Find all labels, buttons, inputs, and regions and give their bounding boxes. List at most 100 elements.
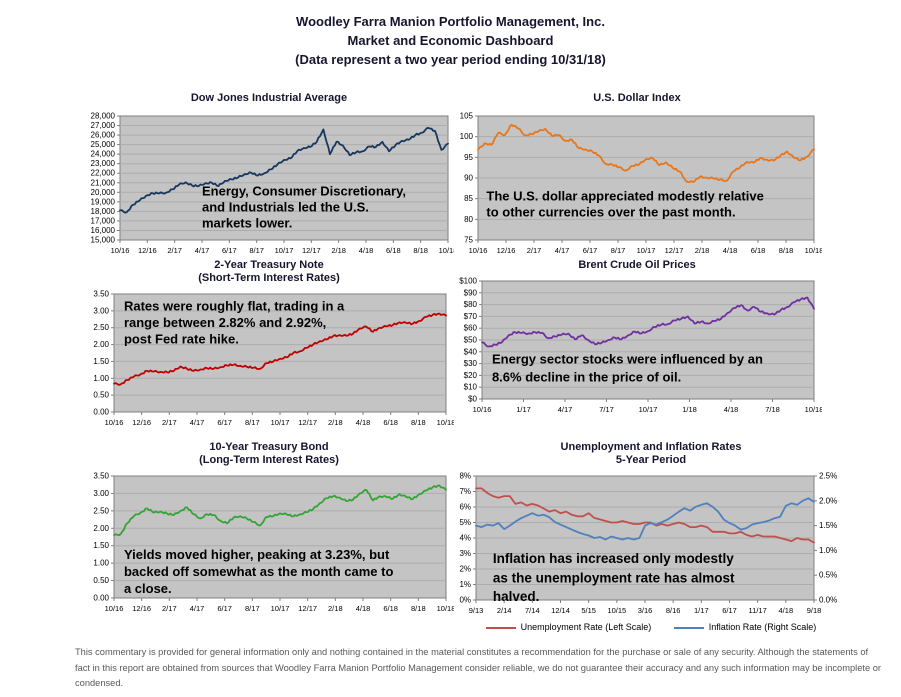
svg-text:7/17: 7/17 [599, 405, 614, 414]
svg-text:0.50: 0.50 [93, 391, 109, 400]
svg-text:105: 105 [460, 112, 474, 121]
svg-text:2.50: 2.50 [93, 323, 109, 332]
svg-text:7/18: 7/18 [765, 405, 780, 414]
svg-text:12/16: 12/16 [132, 604, 151, 613]
svg-text:18,000: 18,000 [91, 207, 116, 216]
svg-text:1/17: 1/17 [694, 606, 709, 615]
svg-text:10/15: 10/15 [607, 606, 626, 615]
svg-text:6%: 6% [459, 503, 471, 512]
report-period: (Data represent a two year period ending… [295, 52, 606, 67]
svg-text:6/17: 6/17 [217, 604, 232, 613]
chart-title: Unemployment and Inflation Rates [560, 441, 742, 453]
svg-text:8.6% decline in the price of o: 8.6% decline in the price of oil. [492, 369, 681, 384]
svg-text:6/17: 6/17 [583, 246, 598, 255]
svg-text:1.0%: 1.0% [819, 546, 837, 555]
svg-text:halved.: halved. [493, 589, 540, 604]
svg-text:10/18: 10/18 [439, 246, 454, 255]
svg-text:2/18: 2/18 [328, 604, 343, 613]
company-name: Woodley Farra Manion Portfolio Managemen… [296, 14, 605, 29]
svg-text:4/17: 4/17 [190, 418, 205, 427]
svg-text:Yields moved higher, peaking a: Yields moved higher, peaking at 3.23%, b… [124, 547, 390, 562]
svg-text:8%: 8% [459, 472, 471, 481]
report-header: Woodley Farra Manion Portfolio Managemen… [0, 12, 901, 69]
svg-text:8/17: 8/17 [245, 418, 260, 427]
svg-text:5%: 5% [459, 518, 471, 527]
svg-text:a close.: a close. [124, 581, 172, 596]
svg-text:90: 90 [464, 174, 473, 183]
svg-text:19,000: 19,000 [91, 197, 116, 206]
svg-text:7%: 7% [459, 487, 471, 496]
chart-brent-oil: Brent Crude Oil Prices $100 $90 $80 $70 $60 $… [452, 259, 822, 419]
svg-text:24,000: 24,000 [91, 150, 116, 159]
svg-text:4/18: 4/18 [356, 418, 371, 427]
svg-text:0.00: 0.00 [93, 594, 109, 603]
svg-text:3.00: 3.00 [93, 306, 109, 315]
svg-text:$90: $90 [464, 288, 478, 297]
svg-text:22,000: 22,000 [91, 169, 116, 178]
svg-text:and Industrials led the U.S.: and Industrials led the U.S. [202, 199, 369, 214]
chart-subtitle: (Long-Term Interest Rates) [199, 454, 339, 466]
svg-text:4/17: 4/17 [195, 246, 210, 255]
chart-10yr-treasury: 10-Year Treasury Bond (Long-Term Interes… [84, 441, 454, 618]
svg-text:post Fed rate hike.: post Fed rate hike. [124, 332, 239, 347]
svg-text:12/17: 12/17 [298, 418, 317, 427]
svg-text:Energy, Consumer Discretionary: Energy, Consumer Discretionary, [202, 183, 406, 198]
svg-text:10/16: 10/16 [111, 246, 130, 255]
svg-text:2/18: 2/18 [328, 418, 343, 427]
svg-text:10/17: 10/17 [271, 604, 290, 613]
svg-text:4/18: 4/18 [724, 405, 739, 414]
svg-text:15,000: 15,000 [91, 236, 116, 245]
svg-text:4/18: 4/18 [356, 604, 371, 613]
svg-text:1.50: 1.50 [93, 357, 109, 366]
svg-text:85: 85 [464, 194, 473, 203]
svg-text:2.00: 2.00 [93, 340, 109, 349]
svg-text:4%: 4% [459, 534, 471, 543]
svg-text:4/18: 4/18 [359, 246, 374, 255]
svg-text:2.50: 2.50 [93, 506, 109, 515]
svg-text:$50: $50 [464, 336, 478, 345]
svg-text:2.0%: 2.0% [819, 496, 837, 505]
svg-text:$20: $20 [464, 371, 478, 380]
chart-subtitle: 5-Year Period [615, 454, 687, 466]
svg-text:0.5%: 0.5% [819, 571, 837, 580]
chart-dow-jones: Dow Jones Industrial Average 28,000 27,00… [84, 92, 454, 260]
svg-text:10/16: 10/16 [105, 418, 124, 427]
svg-text:6/18: 6/18 [386, 246, 401, 255]
svg-text:2/18: 2/18 [331, 246, 346, 255]
svg-text:23,000: 23,000 [91, 159, 116, 168]
svg-text:12/16: 12/16 [138, 246, 157, 255]
svg-text:$60: $60 [464, 324, 478, 333]
svg-text:$0: $0 [468, 395, 477, 404]
chart-title: 10-Year Treasury Bond [209, 441, 329, 453]
svg-text:8/18: 8/18 [413, 246, 428, 255]
svg-text:25,000: 25,000 [91, 140, 116, 149]
svg-text:2/17: 2/17 [162, 604, 177, 613]
svg-text:2/17: 2/17 [162, 418, 177, 427]
svg-text:$100: $100 [459, 277, 477, 286]
svg-text:12/17: 12/17 [302, 246, 321, 255]
svg-text:$10: $10 [464, 383, 478, 392]
chart-unemployment-inflation: Unemployment and Inflation Rates 5-Year … [452, 441, 850, 632]
svg-text:1/17: 1/17 [516, 405, 531, 414]
svg-text:0.00: 0.00 [93, 408, 109, 417]
svg-text:Inflation has increased only m: Inflation has increased only modestly [493, 551, 734, 566]
svg-text:The U.S. dollar appreciated mo: The U.S. dollar appreciated modestly rel… [486, 188, 763, 203]
svg-text:2/17: 2/17 [527, 246, 542, 255]
svg-text:6/17: 6/17 [722, 606, 737, 615]
svg-text:9/13: 9/13 [469, 606, 484, 615]
svg-text:2/17: 2/17 [167, 246, 182, 255]
svg-text:10/18: 10/18 [437, 418, 454, 427]
svg-text:8/18: 8/18 [411, 604, 426, 613]
svg-text:0.50: 0.50 [93, 576, 109, 585]
svg-text:1.5%: 1.5% [819, 521, 837, 530]
svg-text:1.50: 1.50 [93, 541, 109, 550]
svg-text:1/18: 1/18 [682, 405, 697, 414]
svg-text:to other currencies over the p: to other currencies over the past month. [486, 204, 735, 219]
svg-text:8/18: 8/18 [779, 246, 794, 255]
svg-text:28,000: 28,000 [91, 112, 116, 121]
svg-text:8/17: 8/17 [611, 246, 626, 255]
svg-text:$30: $30 [464, 359, 478, 368]
svg-text:20,000: 20,000 [91, 188, 116, 197]
svg-text:17,000: 17,000 [91, 216, 116, 225]
